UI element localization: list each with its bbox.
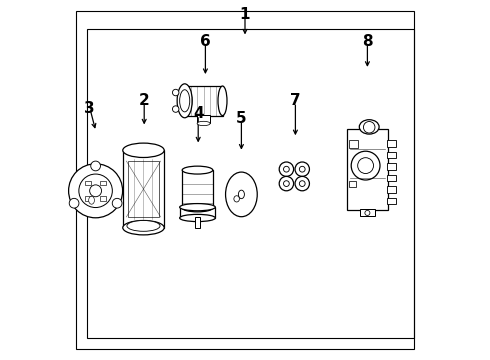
Ellipse shape (225, 172, 257, 217)
Text: 3: 3 (84, 100, 95, 116)
Bar (360, 209, 374, 216)
Text: 8: 8 (362, 34, 373, 49)
Bar (123, 150, 164, 228)
Bar (85, 196, 91, 201)
Ellipse shape (182, 204, 213, 212)
Ellipse shape (180, 214, 215, 222)
Circle shape (284, 166, 289, 172)
Bar (128, 161, 159, 217)
Circle shape (69, 164, 122, 218)
Text: 4: 4 (193, 106, 203, 121)
Circle shape (358, 158, 373, 174)
Circle shape (91, 161, 100, 171)
Ellipse shape (197, 121, 210, 126)
Circle shape (79, 174, 112, 207)
Bar (85, 181, 91, 185)
Ellipse shape (218, 86, 227, 116)
Bar (347, 129, 388, 210)
Circle shape (295, 162, 310, 176)
Circle shape (172, 89, 179, 96)
Bar (388, 198, 396, 204)
Bar (180, 207, 215, 218)
Bar (388, 152, 396, 158)
Ellipse shape (180, 90, 190, 112)
Ellipse shape (123, 143, 164, 157)
Circle shape (284, 181, 289, 186)
Circle shape (299, 166, 305, 172)
Circle shape (364, 121, 375, 133)
Bar (100, 181, 106, 185)
Bar (195, 217, 200, 228)
Circle shape (279, 162, 294, 176)
Ellipse shape (239, 190, 245, 199)
Circle shape (279, 176, 294, 191)
Bar (388, 186, 396, 193)
Ellipse shape (359, 120, 379, 134)
Bar (349, 140, 358, 148)
Bar (100, 196, 106, 201)
Bar (349, 181, 356, 187)
Circle shape (69, 198, 79, 208)
Text: 2: 2 (139, 93, 149, 108)
Ellipse shape (123, 220, 164, 235)
Bar (388, 140, 396, 147)
Circle shape (112, 198, 122, 208)
Text: 5: 5 (236, 111, 246, 126)
Circle shape (172, 106, 179, 112)
Text: 1: 1 (240, 7, 250, 22)
Bar (182, 170, 213, 208)
Bar (197, 115, 210, 123)
Ellipse shape (182, 166, 213, 174)
Ellipse shape (234, 196, 240, 202)
Ellipse shape (89, 196, 95, 204)
Circle shape (351, 151, 380, 180)
Circle shape (365, 210, 370, 215)
Bar (185, 86, 222, 116)
Ellipse shape (127, 220, 160, 231)
Bar (388, 163, 396, 170)
Bar (87, 29, 414, 338)
Bar (388, 175, 396, 181)
Ellipse shape (177, 84, 192, 118)
Text: 6: 6 (200, 34, 211, 49)
Circle shape (299, 181, 305, 186)
Circle shape (295, 176, 310, 191)
Circle shape (90, 185, 101, 197)
Text: 7: 7 (290, 93, 301, 108)
Ellipse shape (180, 204, 215, 211)
